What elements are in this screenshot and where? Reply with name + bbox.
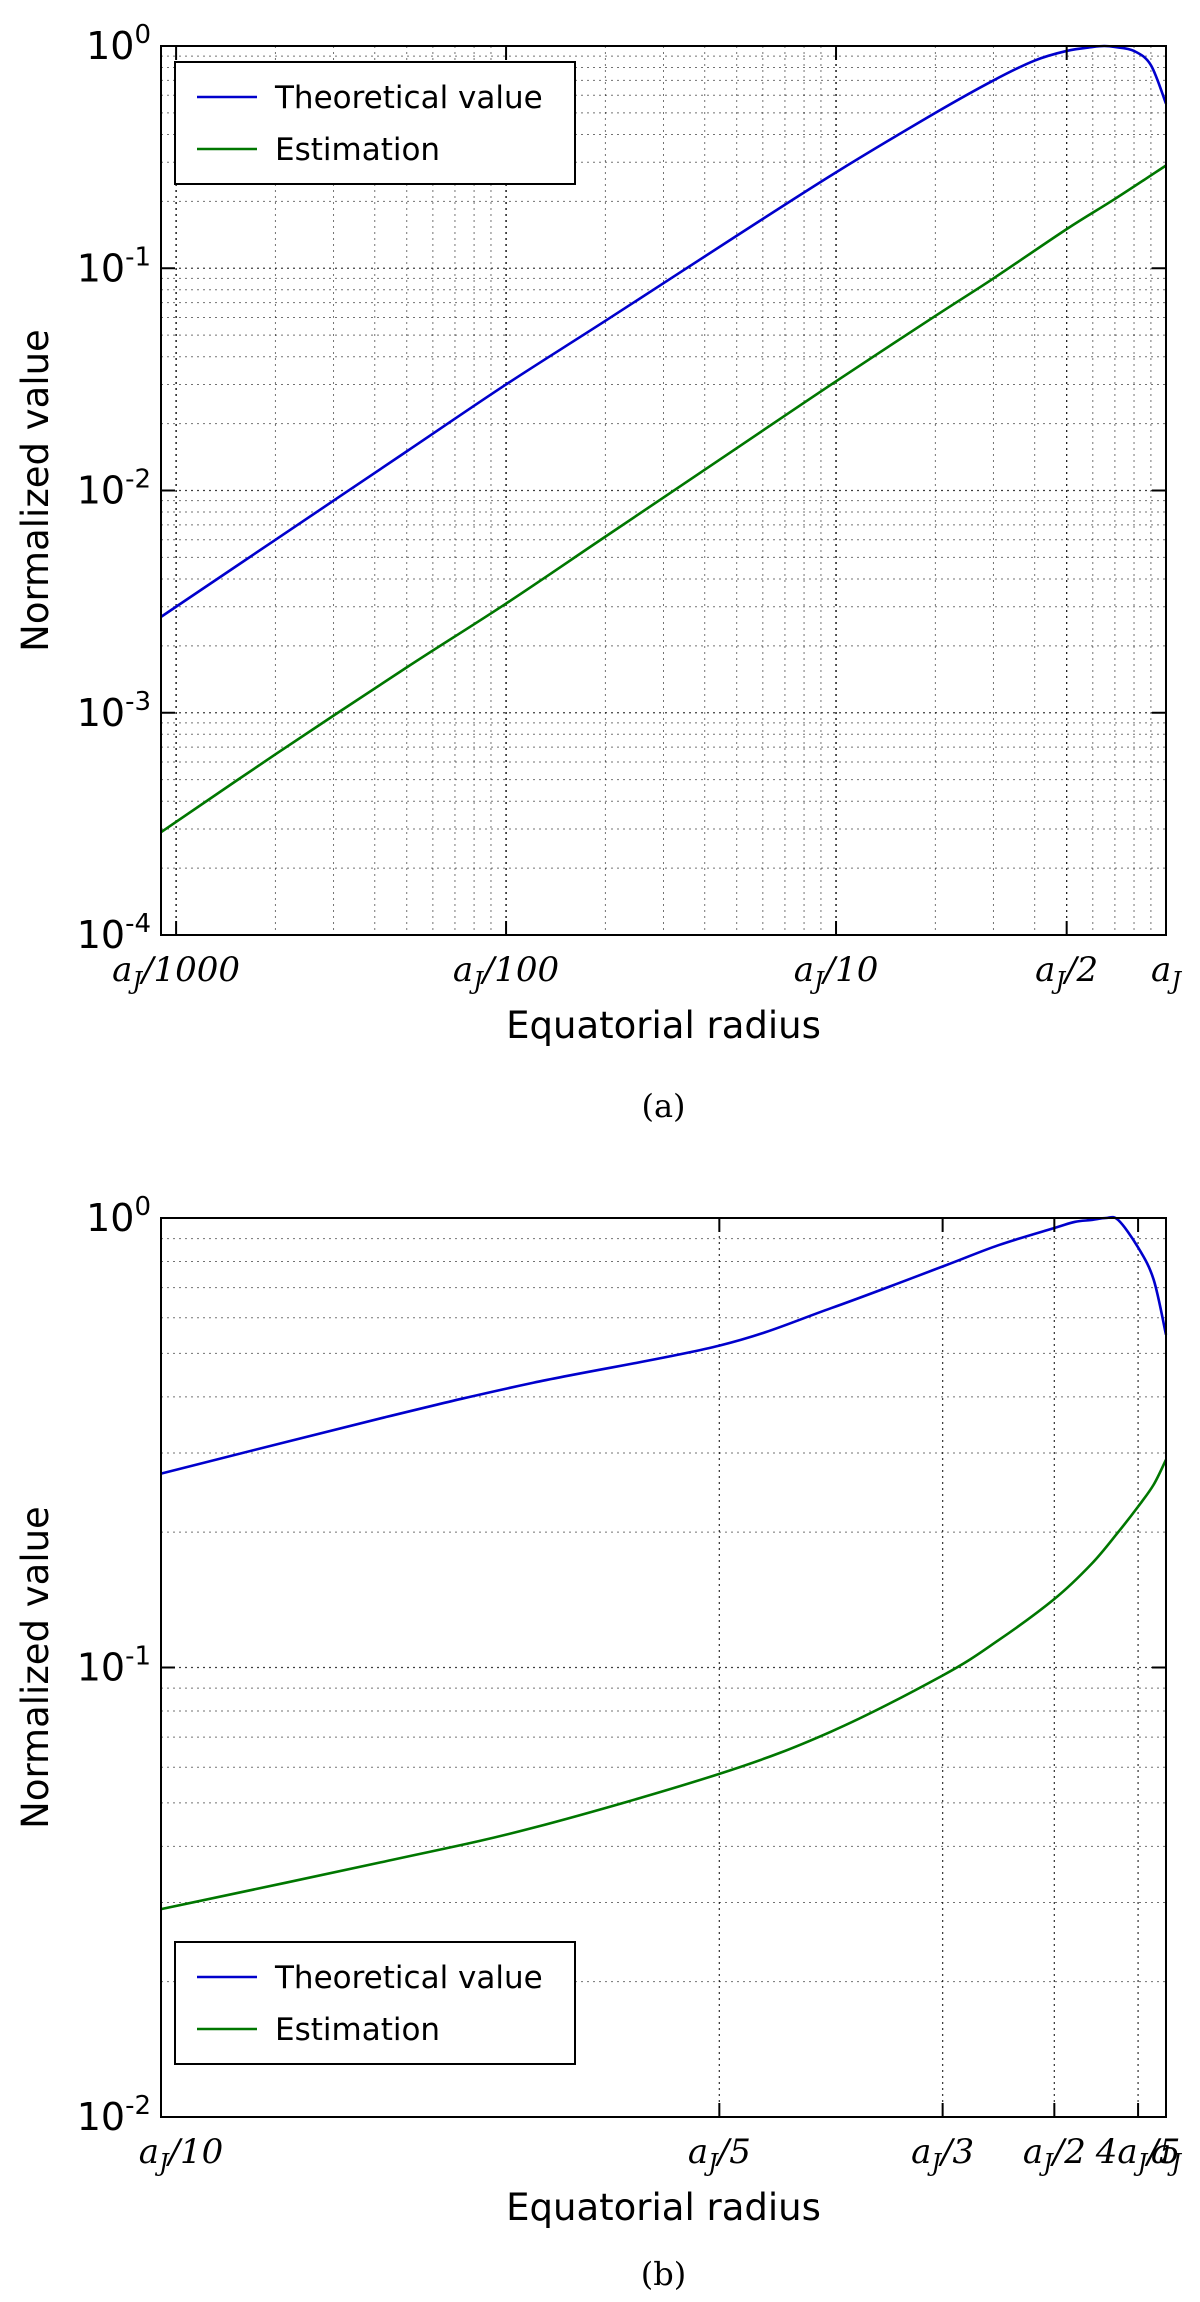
panel-b-y-axis-label: Normalized value bbox=[14, 1506, 57, 1829]
panel-b: 10-2 10-1 100 aJ/10 aJ/5 aJ/3 aJ/2 4aJ/5aJ Equat… bbox=[14, 1192, 1182, 2293]
panel-a-legend: Theoretical value Estimation bbox=[174, 61, 576, 185]
panel-a-xtick-label: aJ/100 bbox=[453, 950, 559, 995]
panel-a-caption: (a) bbox=[641, 1087, 685, 1125]
panel-a-ytick-label: 10-1 bbox=[77, 242, 151, 290]
panel-b-legend-box bbox=[174, 1941, 576, 2065]
panel-a-y-axis-label: Normalized value bbox=[14, 329, 57, 652]
panel-b-xtick-label: 4aJ/5 bbox=[1095, 2132, 1181, 2177]
panel-a-xtick-label: aJ bbox=[1151, 950, 1182, 995]
panel-b-legend-label: Theoretical value bbox=[274, 1960, 543, 1996]
panel-b-x-axis-label: Equatorial radius bbox=[506, 2186, 821, 2229]
panel-a-legend-label: Estimation bbox=[275, 132, 440, 168]
panel-a-ytick-label: 100 bbox=[86, 20, 151, 68]
panel-a-xtick-label: aJ/1000 bbox=[112, 950, 240, 995]
panel-a-legend-box bbox=[174, 61, 576, 185]
panel-a-xtick-label: aJ/10 bbox=[794, 950, 879, 995]
panel-a-series-estimation-line bbox=[160, 164, 1167, 834]
panel-a-xtick-label: aJ/2 bbox=[1035, 950, 1098, 995]
panel-b-series-estimation-line bbox=[160, 1459, 1168, 1911]
panel-a-grid bbox=[160, 46, 1167, 936]
panel-b-xtick-label: aJ bbox=[1151, 2132, 1182, 2177]
panel-a-ytick-label: 10-4 bbox=[77, 909, 151, 957]
panel-a-ytick-label: 10-3 bbox=[77, 687, 151, 735]
panel-b-tick-marks bbox=[160, 1217, 1167, 2118]
panel-b-xtick-label: aJ/10 bbox=[139, 2132, 224, 2177]
panel-b-xtick-label: aJ/3 bbox=[911, 2132, 974, 2177]
panel-b-caption: (b) bbox=[641, 2255, 686, 2293]
panel-a-legend-label: Theoretical value bbox=[274, 80, 543, 116]
panel-b-ytick-label: 10-2 bbox=[77, 2091, 151, 2139]
panel-b-xtick-label: aJ/5 bbox=[688, 2132, 751, 2177]
panel-a-ytick-label: 10-2 bbox=[77, 465, 151, 513]
panel-b-legend-label: Estimation bbox=[275, 2012, 440, 2048]
panel-a: 10-4 10-3 10-2 10-1 100 aJ/1000 aJ/100 aJ/10 aJ/… bbox=[14, 20, 1182, 1125]
panel-b-legend: Theoretical value Estimation bbox=[174, 1941, 576, 2065]
panel-b-ytick-label: 100 bbox=[86, 1192, 151, 1240]
panel-a-tick-marks bbox=[161, 45, 1167, 936]
panel-b-series-theoretical-line bbox=[160, 1215, 1168, 1475]
panel-a-x-axis-label: Equatorial radius bbox=[506, 1004, 821, 1047]
panel-b-xtick-label: aJ/2 bbox=[1023, 2132, 1086, 2177]
panel-b-ytick-label: 10-1 bbox=[77, 1642, 151, 1690]
